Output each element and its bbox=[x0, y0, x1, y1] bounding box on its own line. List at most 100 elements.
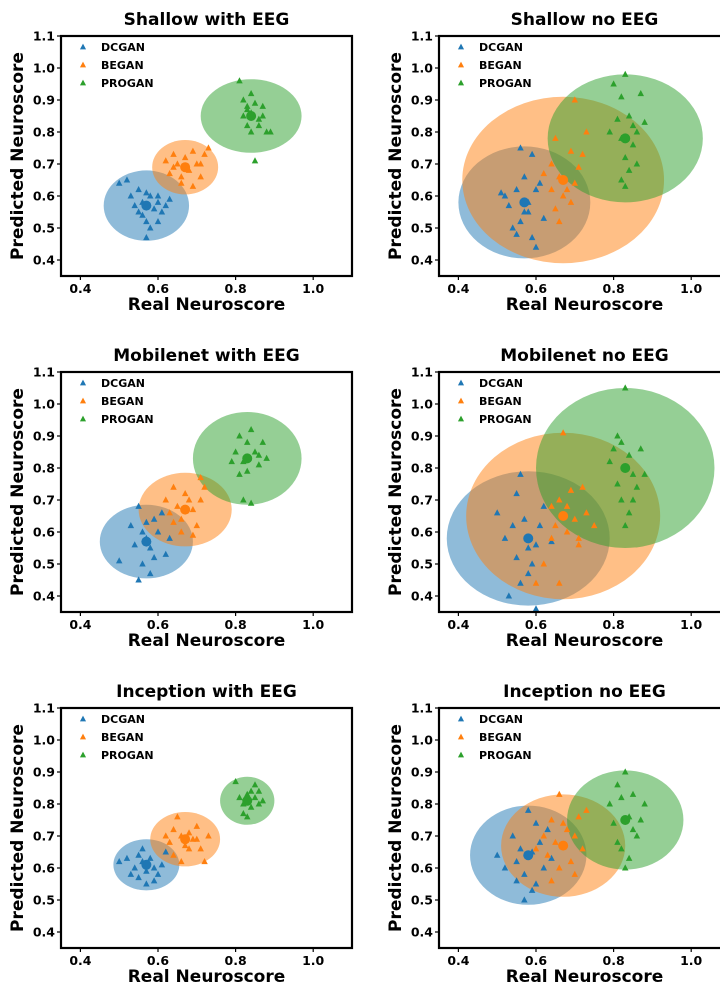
data-point-progan bbox=[618, 845, 625, 852]
data-point-progan bbox=[267, 128, 274, 135]
data-point-progan bbox=[247, 426, 255, 433]
data-point-began bbox=[556, 579, 563, 586]
data-point-began bbox=[571, 870, 579, 877]
data-point-began bbox=[178, 179, 185, 186]
y-tick-label: 0.4 bbox=[33, 925, 55, 940]
data-point-dcgan bbox=[493, 509, 501, 516]
mean-marker-began bbox=[180, 504, 191, 515]
data-point-progan bbox=[625, 854, 633, 861]
data-point-dcgan bbox=[147, 192, 154, 199]
data-point-progan bbox=[633, 160, 641, 167]
y-tick-label: 0.9 bbox=[33, 429, 55, 444]
data-point-dcgan bbox=[517, 218, 524, 225]
data-point-dcgan bbox=[540, 864, 547, 871]
y-tick-label: 0.7 bbox=[411, 829, 433, 844]
x-tick-label: 0.8 bbox=[225, 953, 247, 968]
legend-label: PROGAN bbox=[101, 749, 154, 762]
data-point-progan bbox=[641, 118, 648, 125]
data-point-began bbox=[178, 173, 185, 180]
data-point-dcgan bbox=[123, 176, 131, 183]
data-point-dcgan bbox=[135, 502, 142, 509]
y-tick-label: 1.1 bbox=[411, 365, 433, 380]
y-tick-label: 1.0 bbox=[411, 733, 433, 748]
data-point-progan bbox=[606, 800, 613, 807]
data-point-dcgan bbox=[525, 570, 532, 577]
x-axis-label: Real Neuroscore bbox=[506, 295, 664, 315]
y-axis-label: Predicted Neuroscore bbox=[386, 724, 406, 932]
y-tick-label: 0.4 bbox=[33, 253, 55, 268]
data-point-progan bbox=[259, 797, 266, 804]
data-point-began bbox=[579, 845, 586, 852]
data-point-progan bbox=[244, 790, 251, 797]
legend-label: DCGAN bbox=[101, 377, 145, 390]
data-point-progan bbox=[610, 445, 617, 452]
x-tick-label: 0.6 bbox=[525, 953, 547, 968]
plot-area bbox=[99, 412, 302, 583]
data-point-began bbox=[162, 832, 169, 839]
data-point-began bbox=[162, 157, 169, 164]
data-point-dcgan bbox=[131, 864, 138, 871]
data-point-began bbox=[540, 560, 547, 567]
data-point-progan bbox=[641, 470, 648, 477]
data-point-dcgan bbox=[509, 522, 516, 529]
data-point-dcgan bbox=[544, 826, 551, 833]
data-point-began bbox=[548, 160, 555, 167]
data-point-progan bbox=[259, 102, 266, 109]
data-point-progan bbox=[610, 819, 617, 826]
data-point-began bbox=[201, 483, 208, 490]
data-point-began bbox=[579, 150, 586, 157]
data-point-dcgan bbox=[127, 522, 135, 529]
data-point-dcgan bbox=[166, 534, 173, 541]
mean-marker-progan bbox=[620, 463, 631, 473]
data-point-dcgan bbox=[154, 198, 162, 205]
y-tick-label: 0.5 bbox=[33, 221, 55, 236]
data-point-dcgan bbox=[532, 243, 540, 250]
legend-marker-dcgan bbox=[79, 379, 87, 386]
y-tick-label: 0.6 bbox=[33, 189, 55, 204]
y-axis-label: Predicted Neuroscore bbox=[386, 388, 406, 596]
data-point-dcgan bbox=[521, 173, 528, 180]
chart-panel-6: Inception no EEG 0.4 0.5 0.6 0.7 0.8 0.9 1.0 1.1… bbox=[386, 682, 720, 986]
data-point-began bbox=[189, 506, 197, 513]
data-point-progan bbox=[625, 112, 633, 119]
data-point-began bbox=[170, 518, 177, 525]
legend-label: BEGAN bbox=[101, 731, 144, 744]
x-tick-label: 1.0 bbox=[302, 281, 324, 296]
data-point-progan bbox=[633, 832, 641, 839]
data-point-progan bbox=[637, 816, 644, 823]
data-point-progan bbox=[236, 77, 243, 84]
data-point-dcgan bbox=[501, 192, 509, 199]
data-point-began bbox=[181, 490, 189, 497]
x-axis-label: Real Neuroscore bbox=[128, 295, 286, 315]
data-point-dcgan bbox=[158, 509, 166, 516]
data-point-dcgan bbox=[154, 870, 162, 877]
mean-marker-began bbox=[180, 834, 191, 845]
mean-marker-dcgan bbox=[519, 197, 530, 208]
y-tick-label: 1.1 bbox=[33, 701, 55, 716]
plot-frame bbox=[59, 706, 354, 950]
data-point-began bbox=[563, 502, 571, 509]
y-tick-label: 0.9 bbox=[411, 765, 433, 780]
data-point-began bbox=[567, 486, 575, 493]
chart-panel-5: Inception with EEG 0.4 0.5 0.6 0.7 0.8 0.9 1.0 1… bbox=[8, 682, 354, 986]
plot-frame bbox=[59, 370, 354, 614]
data-point-began bbox=[193, 835, 201, 842]
data-point-dcgan bbox=[135, 186, 142, 193]
y-tick-label: 0.7 bbox=[33, 157, 55, 172]
data-point-progan bbox=[251, 781, 259, 788]
data-point-began bbox=[201, 150, 208, 157]
data-point-began bbox=[567, 858, 575, 865]
data-point-began bbox=[548, 502, 555, 509]
data-point-began bbox=[197, 474, 204, 481]
data-point-began bbox=[571, 515, 579, 522]
legend-marker-dcgan bbox=[457, 379, 465, 386]
legend-marker-progan bbox=[457, 751, 465, 758]
x-tick-label: 0.8 bbox=[603, 953, 625, 968]
data-point-progan bbox=[255, 115, 263, 122]
y-tick-label: 0.5 bbox=[33, 557, 55, 572]
data-point-began bbox=[170, 483, 177, 490]
data-point-progan bbox=[251, 794, 259, 801]
data-point-dcgan bbox=[540, 214, 547, 221]
legend-label: BEGAN bbox=[101, 395, 144, 408]
x-tick-label: 0.6 bbox=[525, 281, 547, 296]
